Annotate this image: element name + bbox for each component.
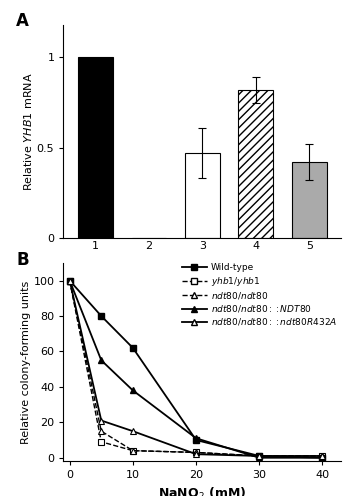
Legend: Wild-type, $\it{yhb1/yhb1}$, $\it{ndt80/ndt80}$, $\it{ndt80/ndt80::NDT80}$, $\it: Wild-type, $\it{yhb1/yhb1}$, $\it{ndt80/… [182, 263, 337, 327]
Bar [239, 90, 273, 238]
Text: A: A [16, 12, 29, 30]
Bar [292, 162, 327, 238]
Y-axis label: Relative colony-forming units: Relative colony-forming units [20, 280, 31, 444]
Text: Wild-
type: Wild- type [84, 285, 107, 305]
Y-axis label: Relative $\it{YHB1}$ mRNA: Relative $\it{YHB1}$ mRNA [22, 72, 34, 191]
Text: $\it{ndt80/}$
$\it{ndt80::}$
$\it{ndt80}$$^{\it{R432A}}$: $\it{ndt80/}$ $\it{ndt80::}$ $\it{ndt80}… [285, 285, 334, 323]
Text: $\it{yhb1/}$
$\it{yhb1}$: $\it{yhb1/}$ $\it{yhb1}$ [135, 285, 163, 313]
Text: $\it{ndt80/}$
$\it{ndt80::}$
$\it{NDT80}$: $\it{ndt80/}$ $\it{ndt80::}$ $\it{NDT80}… [237, 285, 275, 321]
X-axis label: NaNO$_2$ (mM): NaNO$_2$ (mM) [158, 486, 246, 496]
Text: $\it{ndt80/}$
$\it{ndt80}$: $\it{ndt80/}$ $\it{ndt80}$ [187, 285, 218, 309]
Text: B: B [16, 251, 29, 269]
Bar [78, 58, 113, 238]
Bar [185, 153, 220, 238]
